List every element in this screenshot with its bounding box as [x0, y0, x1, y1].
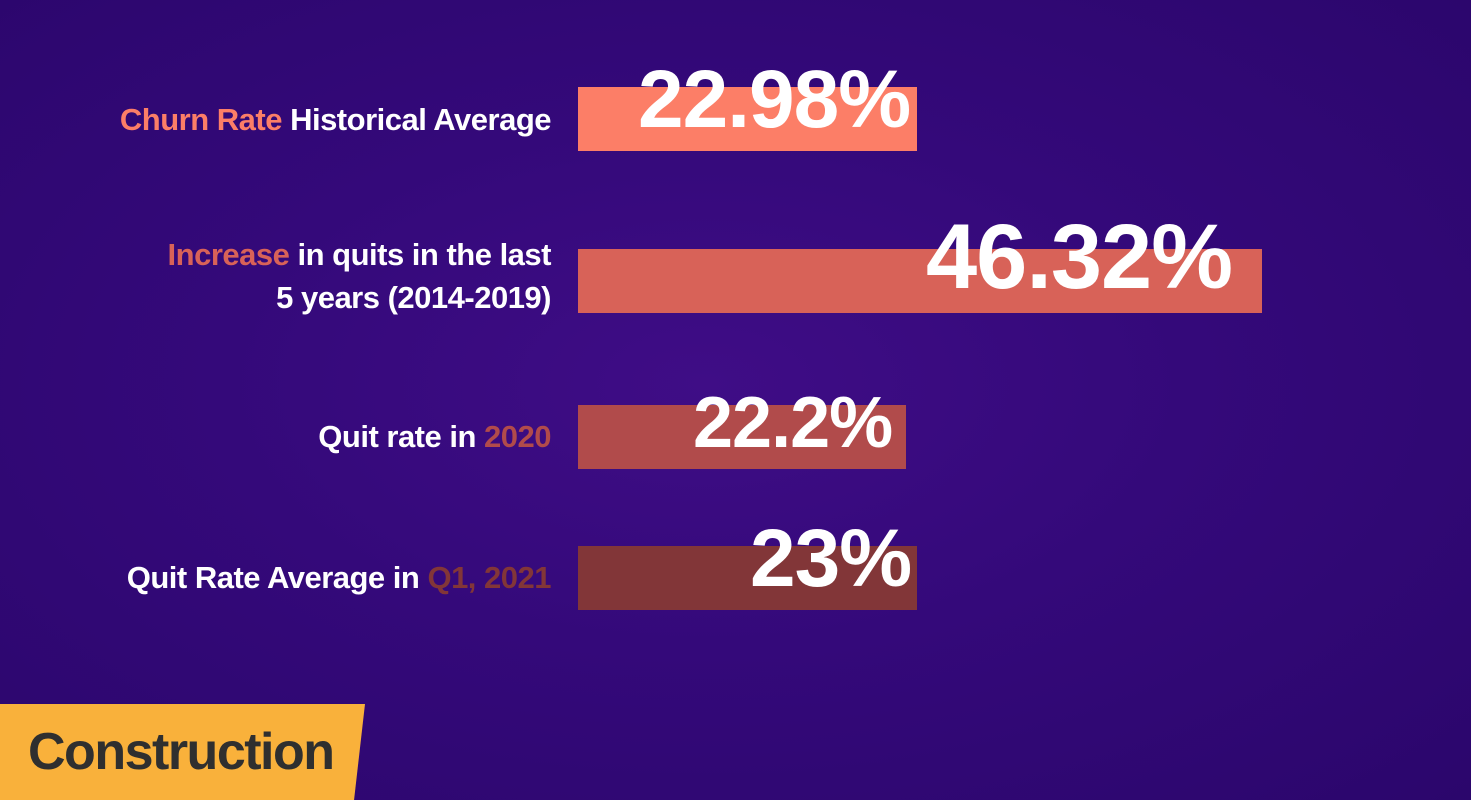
bar-1 [578, 87, 917, 151]
bar-2 [578, 249, 1262, 313]
row-label-highlight: 2020 [484, 419, 551, 454]
row-label-highlight: Increase [167, 237, 290, 272]
row-label-4: Quit Rate Average in Q1, 2021 [11, 556, 552, 599]
row-label-text: Historical Average [281, 102, 551, 137]
row-label-text: in quits in the last 5 years (2014-2019) [276, 237, 551, 315]
value-label-3: 22.2% [693, 383, 893, 463]
row-label-highlight: Churn Rate [119, 102, 283, 137]
row-label-3: Quit rate in 2020 [11, 415, 551, 458]
category-tag [0, 704, 365, 800]
bar-4 [578, 546, 917, 610]
value-label-4: 23% [750, 513, 912, 604]
value-label-2: 46.32% [926, 206, 1233, 308]
row-label-2: Increase in quits in the last 5 years (2… [151, 233, 552, 319]
row-label-highlight: Q1, 2021 [427, 560, 551, 595]
row-label-1: Churn Rate Historical Average [11, 98, 552, 141]
bar-3 [578, 405, 906, 469]
row-label-text: Quit rate in [318, 419, 485, 454]
value-label-1: 22.98% [638, 54, 911, 145]
category-label: Construction [28, 723, 335, 781]
row-label-text: Quit Rate Average in [126, 560, 428, 595]
